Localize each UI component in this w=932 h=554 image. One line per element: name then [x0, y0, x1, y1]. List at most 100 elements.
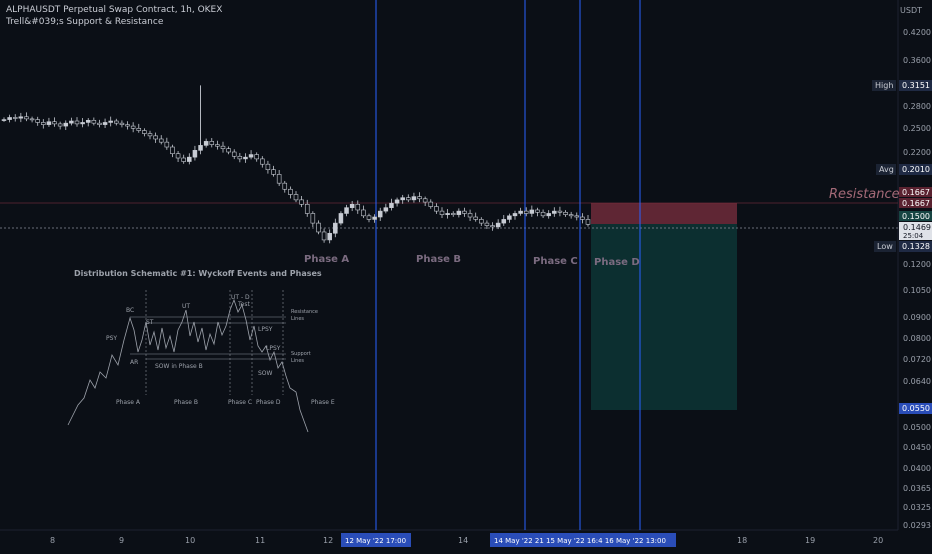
candle-body[interactable] [338, 213, 344, 224]
candle-body[interactable] [495, 222, 501, 228]
candle-body[interactable] [327, 232, 332, 241]
candle-body[interactable] [422, 198, 428, 203]
candle-body[interactable] [282, 182, 288, 190]
candle-body[interactable] [237, 155, 243, 160]
candle-body[interactable] [231, 151, 237, 157]
candle-body[interactable] [288, 188, 293, 195]
candle-body[interactable] [181, 157, 186, 162]
candle-body[interactable] [512, 213, 518, 217]
candle-body[interactable] [254, 154, 259, 160]
candle-body[interactable] [203, 141, 209, 146]
candle-body[interactable] [546, 213, 551, 217]
candle-body[interactable] [260, 158, 265, 165]
candle-body[interactable] [7, 117, 12, 120]
candle-body[interactable] [445, 213, 450, 215]
indicator-title[interactable]: Trell&#039;s Support & Resistance [6, 17, 164, 27]
candle-body[interactable] [142, 130, 147, 134]
candle-body[interactable] [1, 119, 7, 121]
candle-body[interactable] [377, 210, 383, 218]
candle-body[interactable] [57, 123, 63, 127]
candle-body[interactable] [130, 125, 136, 129]
candle-body[interactable] [456, 210, 462, 215]
candle-body[interactable] [153, 135, 158, 140]
candle-body[interactable] [462, 210, 467, 214]
price-axis-panel[interactable] [898, 0, 932, 550]
candle-body[interactable] [63, 122, 69, 127]
candle-body[interactable] [46, 121, 52, 125]
candle-body[interactable] [406, 197, 411, 201]
candle-body[interactable] [366, 215, 372, 220]
candle-body[interactable] [243, 156, 248, 160]
candle-body[interactable] [175, 153, 181, 159]
candle-body[interactable] [187, 156, 192, 162]
candle-body[interactable] [507, 215, 512, 220]
candle-body[interactable] [85, 119, 91, 123]
candle-body[interactable] [557, 210, 563, 213]
time-axis-panel[interactable] [0, 530, 932, 550]
candle-body[interactable] [417, 196, 422, 200]
candle-body[interactable] [394, 199, 400, 204]
candle-body[interactable] [35, 119, 40, 123]
candle-body[interactable] [91, 119, 97, 124]
candle-body[interactable] [125, 124, 130, 127]
candle-body[interactable] [428, 201, 434, 207]
candle-body[interactable] [198, 145, 203, 151]
candle-body[interactable] [12, 117, 18, 119]
candle-body[interactable] [411, 196, 417, 201]
candle-body[interactable] [265, 163, 271, 171]
candle-body[interactable] [580, 216, 585, 220]
candle-body[interactable] [192, 150, 198, 158]
candle-body[interactable] [518, 210, 523, 214]
candle-body[interactable] [97, 122, 102, 125]
candle-body[interactable] [119, 122, 125, 125]
candle-body[interactable] [69, 120, 74, 124]
candle-body[interactable] [383, 207, 389, 212]
candle-body[interactable] [41, 122, 46, 125]
candle-body[interactable] [29, 118, 35, 121]
candle-body[interactable] [574, 215, 580, 218]
candle-body[interactable] [585, 219, 591, 225]
candle-body[interactable] [299, 199, 304, 205]
candle-body[interactable] [74, 120, 80, 125]
candle-body[interactable] [529, 209, 535, 214]
candle-body[interactable] [479, 219, 484, 224]
candle-body[interactable] [158, 138, 164, 143]
candle-body[interactable] [80, 122, 85, 125]
candle-body[interactable] [18, 116, 24, 119]
candle-body[interactable] [333, 222, 338, 234]
candle-body[interactable] [349, 203, 355, 208]
candle-body[interactable] [321, 231, 327, 241]
candle-body[interactable] [372, 216, 377, 220]
candle-body[interactable] [24, 116, 29, 120]
candle-body[interactable] [293, 194, 299, 201]
candle-body[interactable] [450, 213, 456, 215]
candle-body[interactable] [52, 121, 57, 125]
candle-body[interactable] [316, 222, 321, 233]
candle-body[interactable] [389, 202, 394, 208]
short-position-risk-zone[interactable] [591, 203, 737, 224]
candle-body[interactable] [563, 211, 568, 215]
candle-body[interactable] [220, 145, 226, 149]
candle-body[interactable] [484, 222, 490, 226]
candle-body[interactable] [226, 148, 231, 153]
candle-body[interactable] [102, 122, 108, 125]
candle-body[interactable] [170, 146, 175, 155]
candle-body[interactable] [108, 120, 113, 123]
candle-body[interactable] [523, 210, 529, 214]
candle-body[interactable] [136, 127, 142, 131]
candle-body[interactable] [271, 169, 276, 175]
candle-body[interactable] [467, 213, 473, 218]
candles-group[interactable] [1, 85, 591, 244]
candle-body[interactable] [164, 141, 170, 148]
candle-body[interactable] [209, 141, 215, 145]
candle-body[interactable] [552, 210, 557, 214]
candle-body[interactable] [535, 209, 540, 213]
symbol-title[interactable]: ALPHAUSDT Perpetual Swap Contract, 1h, O… [6, 5, 223, 15]
candle-body[interactable] [434, 206, 439, 212]
candle-body[interactable] [568, 214, 574, 217]
candle-body[interactable] [248, 154, 254, 158]
candle-body[interactable] [540, 211, 546, 217]
candle-body[interactable] [473, 216, 478, 220]
candle-body[interactable] [147, 133, 153, 137]
candle-body[interactable] [361, 209, 366, 217]
